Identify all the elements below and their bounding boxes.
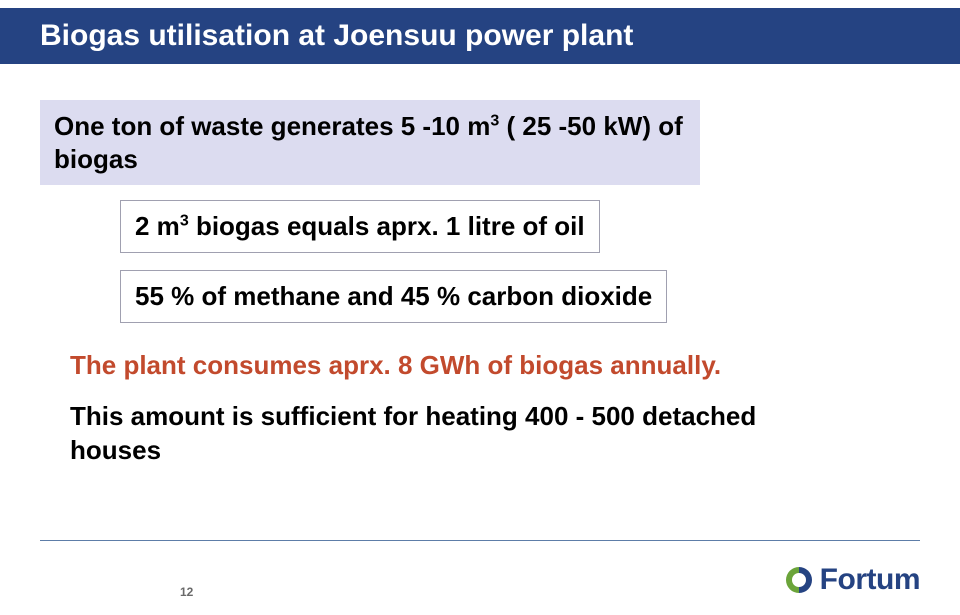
superscript: 3 bbox=[180, 212, 189, 229]
text-frag: 2 m bbox=[135, 211, 180, 241]
fact-box-composition: 55 % of methane and 45 % carbon dioxide bbox=[120, 270, 667, 323]
heating-line: This amount is sufficient for heating 40… bbox=[70, 400, 790, 468]
page-number: 12 bbox=[180, 585, 193, 599]
fortum-logo: Fortum bbox=[784, 563, 920, 597]
fact-text-generation: One ton of waste generates 5 -10 m3 ( 25… bbox=[54, 110, 686, 175]
fact-box-equivalence: 2 m3 biogas equals aprx. 1 litre of oil bbox=[120, 200, 600, 253]
fact-text-composition: 55 % of methane and 45 % carbon dioxide bbox=[135, 281, 652, 312]
slide-title: Biogas utilisation at Joensuu power plan… bbox=[40, 19, 633, 53]
text-frag: One ton of waste generates 5 -10 m bbox=[54, 111, 490, 141]
footer-divider bbox=[40, 540, 920, 541]
title-bar: Biogas utilisation at Joensuu power plan… bbox=[0, 8, 960, 64]
superscript: 3 bbox=[490, 112, 499, 129]
logo-icon bbox=[784, 565, 814, 595]
slide: Biogas utilisation at Joensuu power plan… bbox=[0, 0, 960, 615]
text-frag: biogas equals aprx. 1 litre of oil bbox=[189, 211, 585, 241]
fact-text-equivalence: 2 m3 biogas equals aprx. 1 litre of oil bbox=[135, 211, 585, 242]
text-frag: biogas bbox=[54, 144, 138, 174]
fact-box-generation: One ton of waste generates 5 -10 m3 ( 25… bbox=[40, 100, 700, 185]
consumption-line: The plant consumes aprx. 8 GWh of biogas… bbox=[70, 350, 721, 381]
logo-text: Fortum bbox=[820, 563, 920, 597]
text-frag: ( 25 -50 kW) of bbox=[499, 111, 682, 141]
